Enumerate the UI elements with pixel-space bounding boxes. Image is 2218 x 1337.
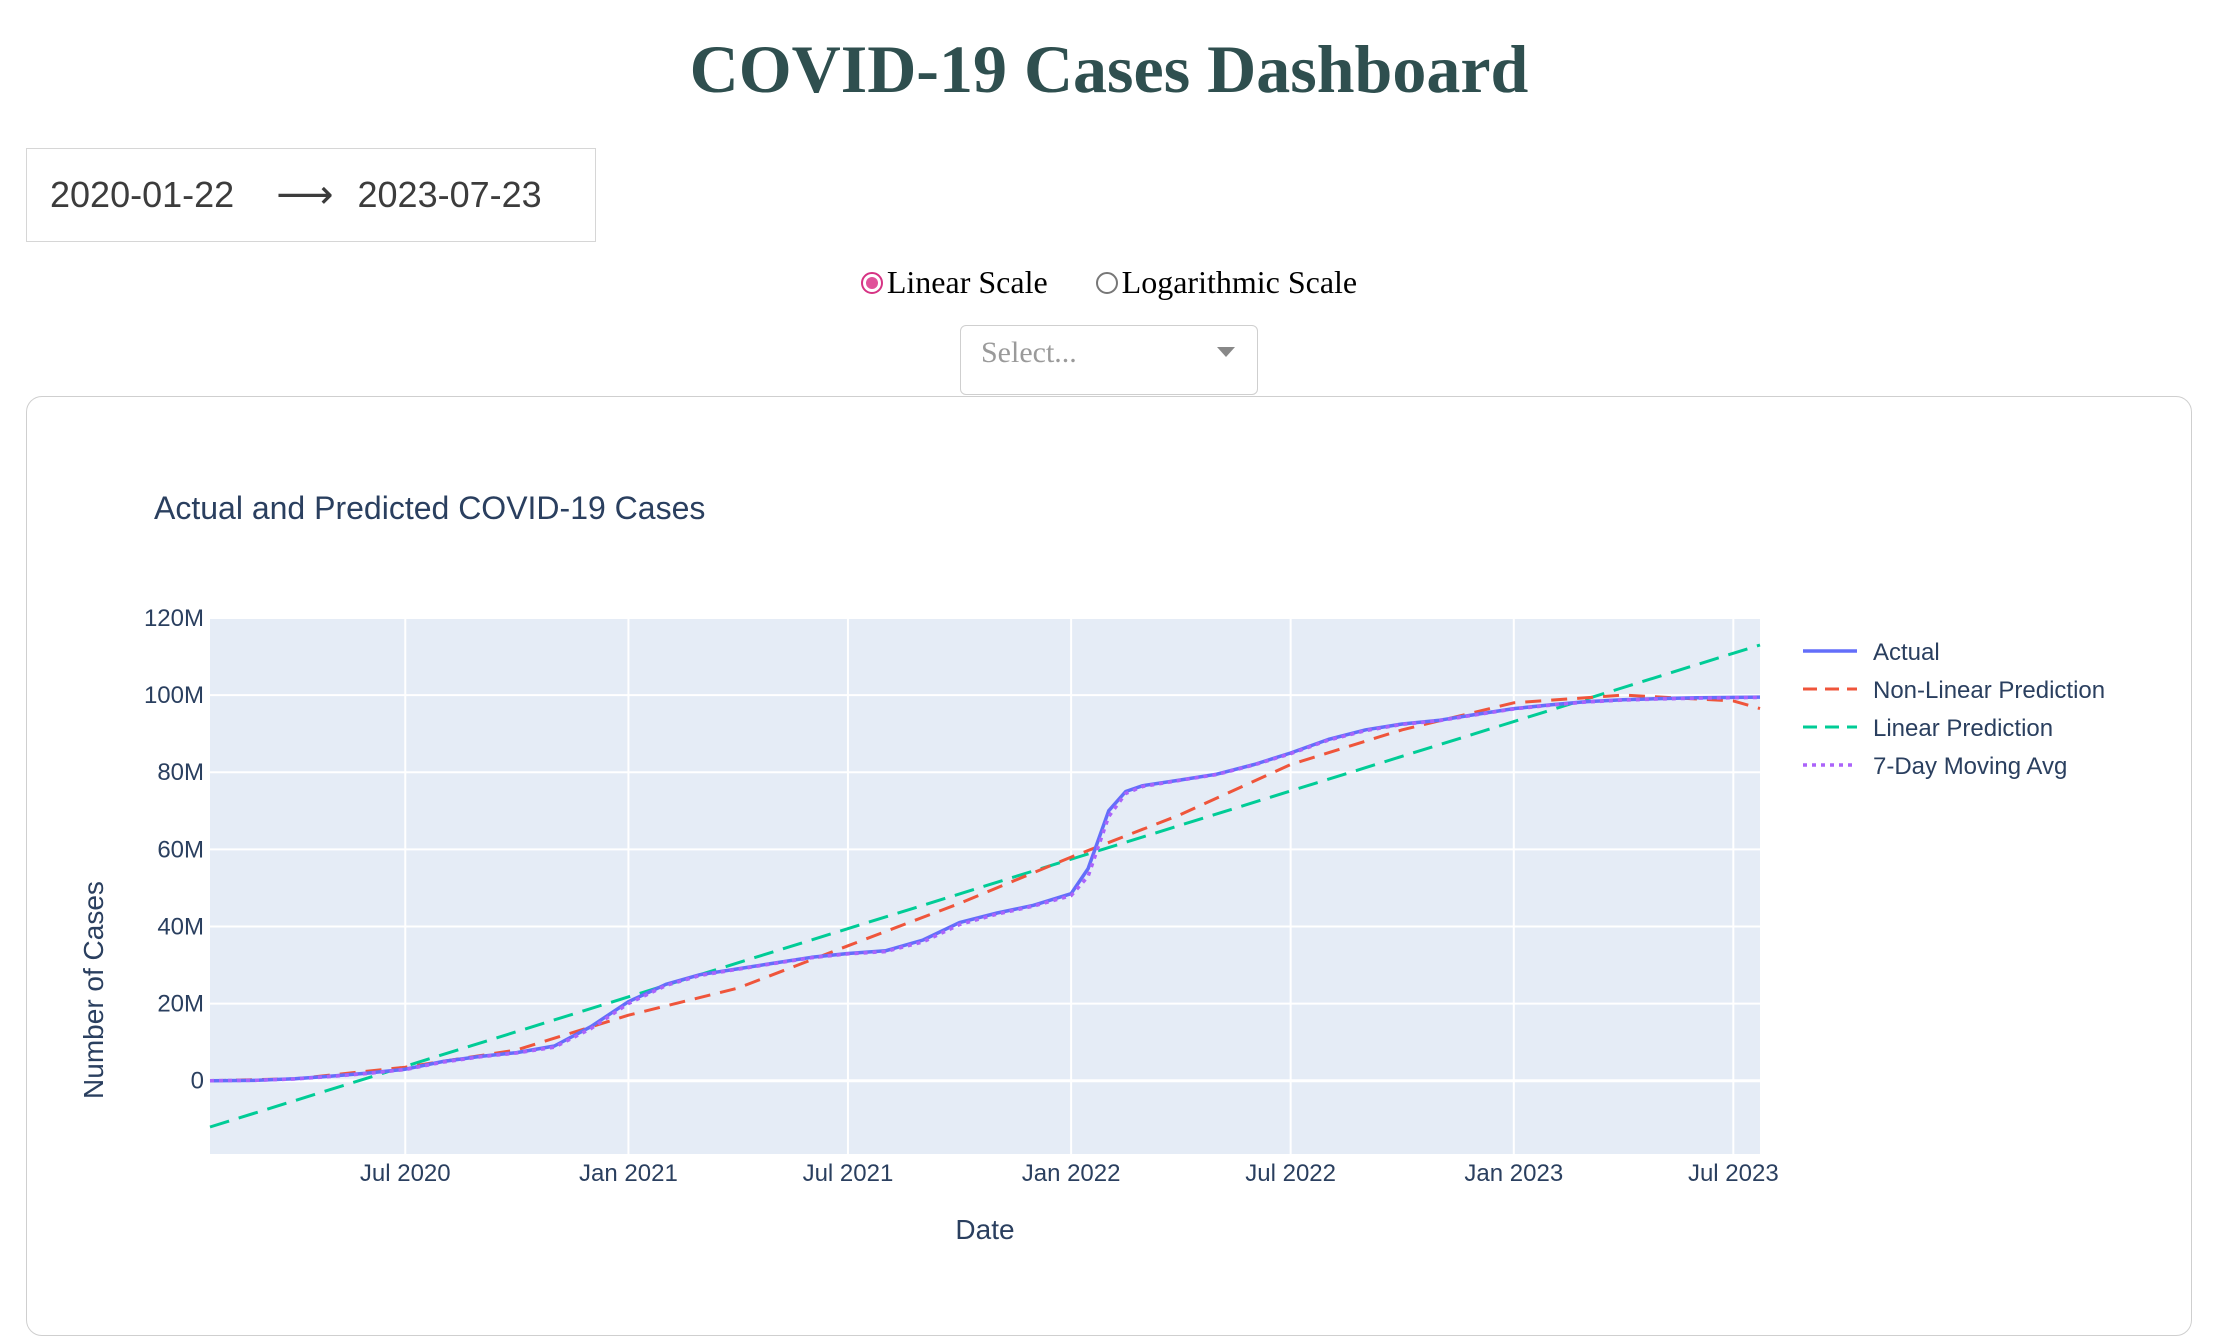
y-tick-label: 40M xyxy=(157,913,204,940)
x-tick-label: Jan 2021 xyxy=(579,1160,678,1187)
radio-linear-scale[interactable]: Linear Scale xyxy=(860,264,1048,301)
x-tick-label: Jul 2022 xyxy=(1245,1160,1336,1187)
x-tick-label: Jul 2021 xyxy=(803,1160,894,1187)
x-axis-title: Date xyxy=(955,1214,1014,1245)
country-select-dropdown[interactable]: Select... xyxy=(960,325,1258,395)
radio-log-label: Logarithmic Scale xyxy=(1121,264,1358,300)
radio-checked-icon[interactable] xyxy=(860,271,883,294)
legend-label: Linear Prediction xyxy=(1873,715,2053,742)
chevron-down-icon[interactable] xyxy=(1217,347,1235,357)
cases-chart: Actual and Predicted COVID-19 Cases Jul … xyxy=(78,490,2105,1245)
start-date-input[interactable]: 2020-01-22 xyxy=(50,174,235,215)
y-tick-label: 100M xyxy=(144,682,204,709)
series-line-non-linear-prediction xyxy=(209,693,1761,1083)
y-tick-label: 60M xyxy=(157,836,204,863)
select-placeholder: Select... xyxy=(981,336,1077,369)
x-tick-label: Jul 2023 xyxy=(1688,1160,1779,1187)
range-arrow-icon: ⟶ xyxy=(276,173,334,217)
chart-card: Actual and Predicted COVID-19 Cases Jul … xyxy=(26,396,2192,1336)
chart-title: Actual and Predicted COVID-19 Cases xyxy=(154,490,705,526)
y-tick-label: 120M xyxy=(144,605,204,632)
date-range-picker[interactable]: 2020-01-22 ⟶ 2023-07-23 xyxy=(26,148,596,242)
page-title: COVID-19 Cases Dashboard xyxy=(689,31,1529,107)
x-tick-label: Jan 2023 xyxy=(1464,1160,1563,1187)
x-tick-label: Jul 2020 xyxy=(360,1160,451,1187)
x-tick-label: Jan 2022 xyxy=(1022,1160,1121,1187)
y-tick-label: 0 xyxy=(191,1068,204,1095)
chart-legend: Actual Non-Linear Prediction Linear Predic… xyxy=(1803,639,2105,780)
radio-log-scale[interactable]: Logarithmic Scale xyxy=(1095,264,1358,301)
series-line-linear-prediction xyxy=(209,643,1761,1129)
radio-unchecked-icon[interactable] xyxy=(1095,271,1118,294)
y-tick-label: 20M xyxy=(157,991,204,1018)
y-tick-label: 80M xyxy=(157,759,204,786)
legend-label: Non-Linear Prediction xyxy=(1873,677,2105,704)
y-axis-title: Number of Cases xyxy=(78,881,109,1099)
legend-label: Actual xyxy=(1873,639,1940,666)
end-date-input[interactable]: 2023-07-23 xyxy=(357,174,542,215)
radio-linear-label: Linear Scale xyxy=(886,264,1048,300)
legend-label: 7-Day Moving Avg xyxy=(1873,753,2067,780)
scale-radio-group: Linear Scale Logarithmic Scale xyxy=(0,264,2218,301)
series-line-actual xyxy=(209,695,1761,1083)
